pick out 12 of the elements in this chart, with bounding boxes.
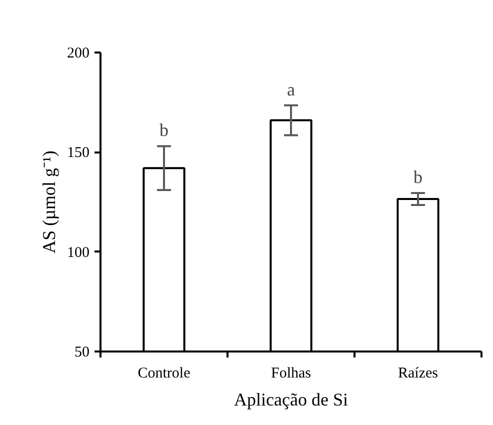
annotation: a [287, 79, 296, 100]
y-tick-label: 150 [67, 145, 90, 162]
x-axis-title: Aplicação de Si [234, 390, 348, 410]
annotation: b [414, 167, 422, 188]
annotation: b [160, 120, 168, 140]
y-tick-label: 100 [67, 244, 90, 261]
y-tick-label: 50 [74, 344, 90, 360]
y-tick-label: 200 [67, 46, 90, 62]
x-tick-label: Folhas [271, 366, 312, 382]
y-axis-title: AS (µmol g⁻¹) [39, 150, 59, 254]
x-tick-label: Controle [138, 366, 191, 382]
x-tick-label: Raízes [398, 366, 438, 382]
